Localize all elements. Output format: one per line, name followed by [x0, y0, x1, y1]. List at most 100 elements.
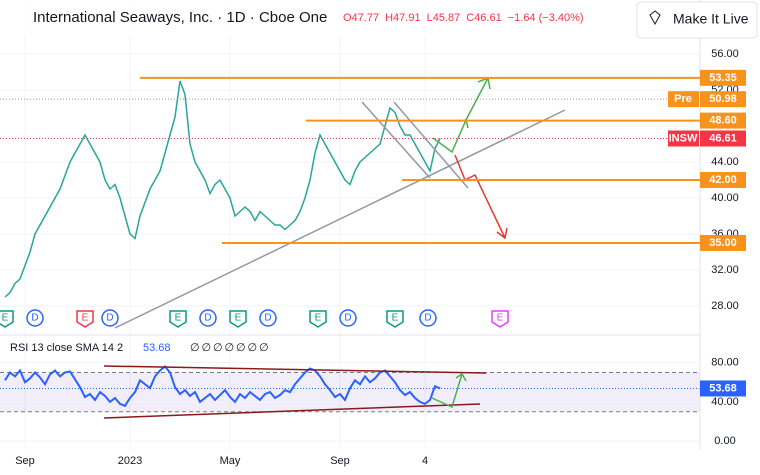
marker-value-bg [700, 130, 746, 147]
trendline [114, 109, 566, 329]
badge-label: D [31, 313, 38, 324]
badge-shape [199, 309, 217, 327]
button[interactable] [636, 1, 758, 39]
indicator-title: RSI 13 close SMA 14 2 [10, 342, 123, 354]
placeholder: ∅ [213, 342, 223, 354]
badge-shape [419, 309, 437, 327]
arrow [431, 373, 463, 409]
event-badge: E [309, 310, 327, 328]
arrow-head [455, 372, 467, 382]
level-label: 48.60 [709, 115, 737, 127]
marker-name: Pre [674, 93, 692, 105]
button-label[interactable]: Make It Live [673, 11, 749, 27]
rsi-band [0, 372, 700, 412]
badge-label: E [392, 313, 399, 324]
event-badge: E [169, 310, 187, 328]
placeholder: ∅ [259, 342, 269, 354]
drawings [103, 76, 566, 419]
y-tick-label: 40.00 [711, 396, 739, 408]
placeholder: ∅ [225, 342, 235, 354]
level-label-bg [700, 172, 746, 188]
event-badge: D [339, 309, 357, 327]
plot [0, 0, 700, 450]
quote-value: L45.87 [427, 12, 461, 24]
level-label-bg [700, 69, 746, 86]
indicator-value: 53.68 [143, 342, 171, 354]
arrow [432, 77, 489, 154]
quote-value: −1.64 (−3.40%) [508, 12, 584, 24]
badge-label: E [497, 313, 504, 324]
event-badge: E [386, 310, 404, 328]
series-line [4, 80, 441, 298]
badge-shape [259, 309, 277, 327]
make-it-live[interactable]: Make It Live [636, 1, 758, 39]
quote-value: C46.61 [466, 12, 501, 24]
y-tick-label: 40.00 [711, 192, 739, 204]
x-tick-label: 4 [422, 455, 428, 467]
badge-shape [229, 310, 247, 328]
level-label: 53.35 [709, 72, 737, 84]
badge-shape [491, 310, 509, 328]
badge-shape [169, 310, 187, 328]
rsi-trendline [103, 403, 481, 419]
trendline [361, 101, 431, 179]
y-tick-label: 56.00 [711, 48, 739, 60]
badge-shape [26, 309, 44, 327]
badge-shape [101, 309, 119, 327]
placeholder: ∅ [248, 342, 258, 354]
arrow-head [496, 227, 508, 240]
badge-label: D [264, 313, 271, 324]
event-badge: E [491, 310, 509, 328]
marker-value: 53.68 [709, 382, 737, 394]
badge-label: E [175, 313, 182, 324]
placeholder: ∅ [202, 342, 212, 354]
header-bg [0, 0, 600, 36]
arrow [454, 154, 506, 239]
placeholder: ∅ [236, 342, 246, 354]
level-label: 42.00 [709, 174, 737, 186]
event-badge: E [0, 310, 14, 328]
level-label-bg [700, 235, 746, 251]
placeholder: ∅ [190, 342, 200, 354]
badge-label: E [2, 313, 9, 324]
badge-label: D [106, 313, 113, 324]
marker-name-bg [668, 91, 699, 108]
event-badge: D [101, 309, 119, 327]
y-tick-label: 80.00 [711, 357, 739, 369]
x-tick-label: May [220, 455, 241, 467]
badge-shape [0, 310, 14, 328]
badge-label: E [82, 313, 89, 324]
badge-label: E [235, 313, 242, 324]
badge-label: E [315, 313, 322, 324]
marker-value: 46.61 [709, 132, 737, 144]
marker-name: INSW [669, 132, 698, 144]
badge-label: D [344, 313, 351, 324]
event-badge: D [26, 309, 44, 327]
badge-shape [386, 310, 404, 328]
event-badge: E [229, 310, 247, 328]
marker-value-bg [700, 91, 746, 108]
x-tick-label: 2023 [118, 455, 142, 467]
event-badge: D [259, 309, 277, 327]
event-badge: D [199, 309, 217, 327]
x-tick-label: Sep [330, 455, 350, 467]
header: International Seaways, Inc. · 1D · Cboe … [0, 0, 600, 36]
y-tick-label: 0.00 [714, 435, 735, 447]
series-line [4, 365, 441, 408]
event-badge: E [76, 310, 94, 328]
badge-shape [76, 310, 94, 328]
title: International Seaways, Inc. · 1D · Cboe … [33, 9, 327, 26]
rsi-trendline [103, 365, 487, 374]
badge-shape [339, 309, 357, 327]
trendline [393, 101, 469, 189]
event-badge: D [419, 309, 437, 327]
badge-shape [309, 310, 327, 328]
y-tick-label: 32.00 [711, 264, 739, 276]
level-label: 35.00 [709, 237, 737, 249]
marker-value-bg [700, 380, 746, 397]
icon [649, 10, 661, 26]
y-tick-label: 28.00 [711, 300, 739, 312]
level-label-bg [700, 112, 746, 129]
